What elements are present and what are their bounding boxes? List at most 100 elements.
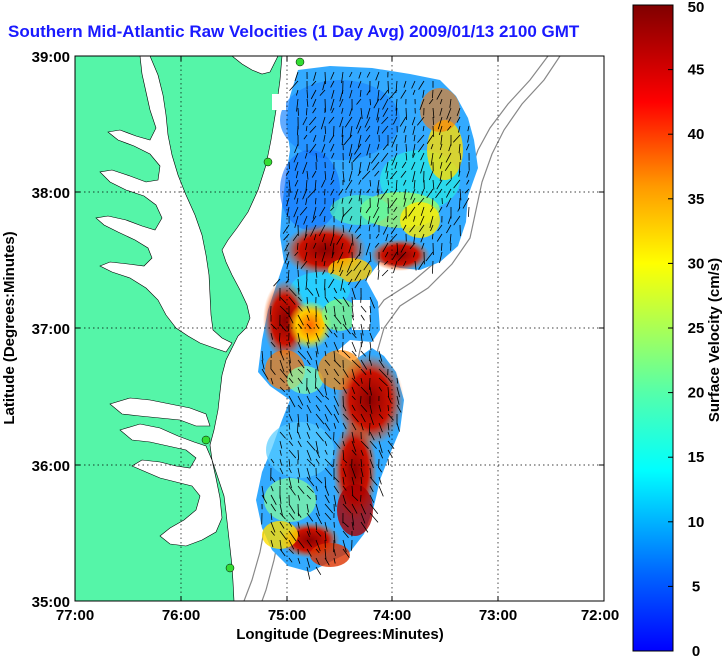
y-tick-label: 39:00 [32, 49, 70, 66]
velocity-arrow [459, 152, 462, 160]
velocity-arrow [408, 206, 416, 217]
velocity-arrow [394, 161, 398, 169]
velocity-arrow [413, 179, 416, 189]
velocity-arrow [351, 377, 360, 387]
velocity-arrow [395, 98, 398, 111]
velocity-arrow [435, 188, 443, 199]
velocity-arrow [365, 206, 371, 214]
velocity-arrow [306, 512, 314, 522]
velocity-arrow [412, 125, 416, 135]
velocity-arrow [351, 233, 354, 246]
velocity-arrow [285, 170, 290, 176]
velocity-arrow [439, 152, 443, 159]
velocity-arrow [366, 143, 371, 156]
velocity-arrow [386, 170, 389, 180]
velocity-arrow [279, 368, 288, 379]
velocity-arrow [295, 170, 299, 179]
velocity-arrow [288, 458, 291, 467]
velocity-arrow [403, 125, 407, 133]
velocity-arrow [315, 521, 317, 531]
velocity-arrow [342, 404, 347, 412]
velocity-arrow [346, 260, 353, 273]
velocity-arrow [330, 80, 335, 88]
velocity-arrow [392, 116, 398, 125]
velocity-arrow [421, 242, 425, 250]
velocity-arrow [306, 98, 309, 107]
velocity-arrow [333, 296, 342, 305]
velocity-arrow [342, 485, 347, 491]
velocity-arrow [446, 197, 452, 208]
velocity-arrow [341, 197, 344, 204]
velocity-arrow [312, 206, 317, 219]
velocity-arrow [388, 89, 398, 100]
colorbar-tick-label: 0 [692, 643, 700, 659]
velocity-arrow [369, 449, 373, 458]
colorbar-tick-label: 15 [688, 449, 705, 466]
velocity-arrow [360, 206, 362, 213]
velocity-arrow [365, 242, 371, 256]
velocity-arrow [369, 179, 372, 187]
velocity-arrow [369, 512, 379, 523]
velocity-arrow [279, 377, 285, 383]
velocity-arrow [305, 197, 308, 205]
velocity-arrow [306, 503, 309, 513]
velocity-arrow [349, 215, 353, 221]
velocity-arrow [380, 188, 389, 200]
velocity-arrow [360, 341, 362, 348]
velocity-arrow [342, 440, 345, 447]
velocity-arrow [296, 260, 299, 270]
velocity-arrow [315, 197, 317, 205]
velocity-arrow [377, 80, 380, 89]
velocity-arrow [369, 503, 379, 514]
velocity-arrow [324, 386, 327, 396]
velocity-arrow [315, 359, 319, 372]
velocity-arrow [348, 152, 353, 164]
velocity-arrow [305, 278, 308, 291]
velocity-arrow [351, 287, 356, 300]
velocity-arrow [369, 305, 372, 314]
velocity-arrow [369, 404, 373, 414]
velocity-arrow [279, 458, 283, 466]
velocity-arrow [341, 125, 344, 137]
velocity-arrow [419, 215, 425, 226]
velocity-arrow [369, 251, 372, 262]
velocity-arrow [351, 521, 354, 530]
velocity-arrow [324, 476, 327, 489]
velocity-arrow [372, 206, 380, 219]
velocity-arrow [387, 422, 390, 431]
velocity-arrow [351, 368, 356, 380]
velocity-arrow [341, 71, 344, 84]
velocity-arrow [382, 107, 389, 118]
velocity-arrow [340, 278, 344, 291]
velocity-arrow [391, 134, 398, 147]
velocity-arrow [349, 80, 353, 88]
velocity-arrow [369, 368, 372, 375]
velocity-arrow [340, 215, 344, 224]
velocity-arrow [378, 467, 383, 473]
velocity-arrow [270, 368, 276, 376]
velocity-arrow [279, 512, 286, 520]
velocity-arrow [396, 404, 402, 413]
velocity-arrow [297, 413, 300, 427]
velocity-arrow [372, 161, 380, 171]
velocity-arrow [462, 197, 470, 209]
velocity-arrow [466, 179, 470, 185]
velocity-arrow [339, 116, 344, 128]
velocity-arrow [294, 179, 299, 187]
velocity-arrow [464, 188, 470, 194]
velocity-arrow [368, 224, 371, 232]
velocity-arrow [396, 386, 400, 398]
velocity-arrow [340, 242, 344, 250]
velocity-arrow [360, 467, 364, 478]
velocity-arrow [306, 323, 312, 330]
velocity-arrow [411, 80, 416, 89]
velocity-arrow [341, 134, 344, 146]
velocity-arrow [319, 206, 326, 217]
velocity-arrow [376, 179, 380, 193]
velocity-arrow [270, 341, 276, 348]
velocity-arrow [279, 539, 282, 551]
velocity-arrow [312, 98, 317, 107]
velocity-arrow [333, 287, 338, 294]
velocity-arrow [297, 368, 304, 374]
velocity-arrow [381, 116, 389, 125]
